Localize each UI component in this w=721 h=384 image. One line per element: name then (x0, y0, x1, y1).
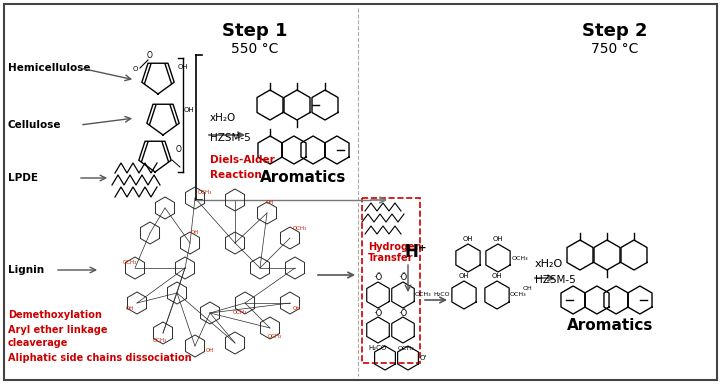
Text: O': O' (420, 355, 428, 361)
Text: Cellulose: Cellulose (8, 120, 61, 130)
Text: H⁺: H⁺ (405, 243, 428, 261)
Text: xH₂O: xH₂O (535, 259, 563, 269)
Text: Step 1: Step 1 (222, 22, 288, 40)
Text: H₂CO: H₂CO (433, 293, 450, 298)
Text: ·Ö: ·Ö (373, 273, 383, 283)
Text: OCH₃: OCH₃ (267, 333, 282, 339)
Text: OCH₃: OCH₃ (512, 255, 528, 260)
Text: OH: OH (191, 230, 199, 235)
Text: Step 2: Step 2 (583, 22, 647, 40)
Text: xH₂O: xH₂O (210, 113, 236, 123)
Text: Reaction: Reaction (210, 170, 262, 180)
Text: OH: OH (463, 236, 473, 242)
Text: ·Ö: ·Ö (373, 308, 383, 318)
Text: OCH₃: OCH₃ (398, 346, 415, 351)
Text: OCH₃: OCH₃ (198, 190, 212, 195)
Text: OH: OH (492, 273, 503, 279)
Text: O: O (176, 146, 182, 154)
Text: OCH₃: OCH₃ (415, 293, 432, 298)
Text: cleaverage: cleaverage (8, 338, 68, 348)
Text: OH: OH (125, 306, 134, 311)
Text: O: O (147, 51, 153, 60)
Text: Lignin: Lignin (8, 265, 44, 275)
Text: OH: OH (184, 107, 195, 113)
Text: HZSM-5: HZSM-5 (210, 133, 251, 143)
Text: Aryl ether linkage: Aryl ether linkage (8, 325, 107, 335)
Text: Hemicellulose: Hemicellulose (8, 63, 91, 73)
Text: Demethoxylation: Demethoxylation (8, 310, 102, 320)
Text: HZSM-5: HZSM-5 (535, 275, 576, 285)
Text: OCH₃: OCH₃ (123, 260, 137, 265)
Text: ·Ö: ·Ö (399, 308, 407, 318)
Text: O: O (133, 66, 138, 72)
Text: OCH₃: OCH₃ (233, 311, 247, 316)
Text: LPDE: LPDE (8, 173, 38, 183)
Text: Diels-Alder: Diels-Alder (210, 155, 275, 165)
Text: Transfer: Transfer (368, 253, 414, 263)
Text: OH: OH (205, 348, 214, 353)
Text: Aromatics: Aromatics (260, 170, 346, 185)
Text: Hydrogen: Hydrogen (368, 242, 422, 252)
Text: OCH₃: OCH₃ (510, 293, 526, 298)
Text: OCH₃: OCH₃ (293, 225, 307, 230)
Text: H₂CO: H₂CO (368, 345, 386, 351)
Text: Aromatics: Aromatics (567, 318, 653, 333)
Text: 550 °C: 550 °C (231, 42, 279, 56)
Text: Aliphatic side chains dissociation: Aliphatic side chains dissociation (8, 353, 192, 363)
Text: ·Ö: ·Ö (399, 273, 407, 283)
Text: OH: OH (293, 306, 301, 311)
Text: OH: OH (523, 285, 533, 291)
Text: OH: OH (459, 273, 469, 279)
Text: 750 °C: 750 °C (591, 42, 639, 56)
Text: OH: OH (178, 64, 189, 70)
Text: OH: OH (266, 200, 274, 205)
Text: OCH₃: OCH₃ (153, 338, 167, 343)
Text: OH: OH (492, 236, 503, 242)
